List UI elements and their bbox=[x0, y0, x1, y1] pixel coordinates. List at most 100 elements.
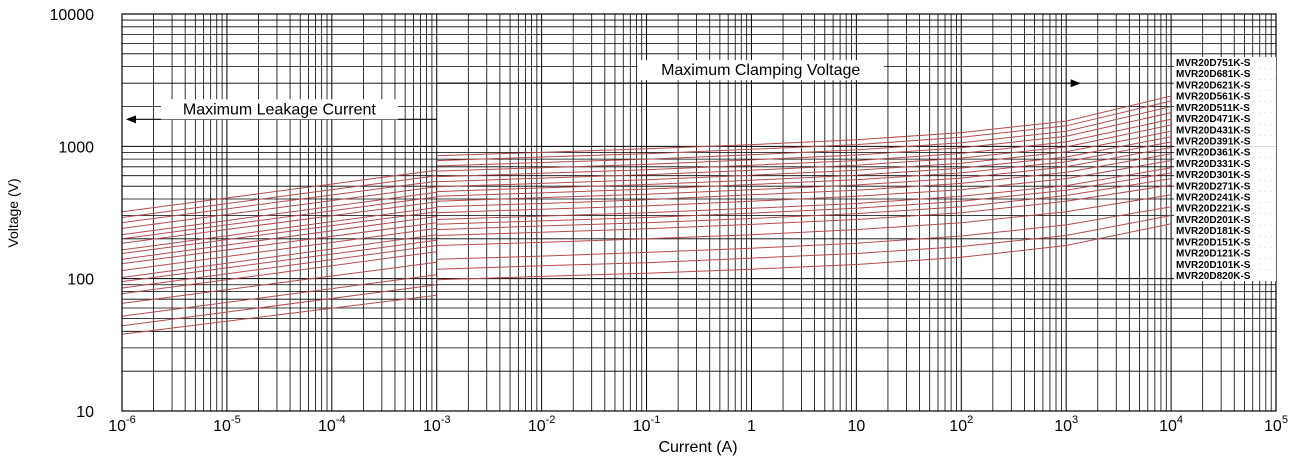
series-label-bg bbox=[1174, 90, 1276, 102]
series-label: MVR20D121K-S bbox=[1176, 249, 1251, 260]
annotation-left: Maximum Leakage Current bbox=[126, 99, 437, 124]
series-label: MVR20D301K-S bbox=[1176, 170, 1251, 181]
series-label: MVR20D391K-S bbox=[1176, 136, 1251, 147]
series-label: MVR20D751K-S bbox=[1176, 58, 1251, 69]
annotation-right: Maximum Clamping Voltage bbox=[436, 60, 1081, 88]
x-tick-label: 10-1 bbox=[633, 414, 661, 435]
series-label: MVR20D181K-S bbox=[1176, 226, 1251, 237]
leakage-curve bbox=[121, 216, 437, 260]
clamping-curve bbox=[436, 184, 1172, 236]
x-axis-title: Current (A) bbox=[658, 439, 737, 456]
arrow-head bbox=[1070, 79, 1081, 88]
clamping-curve bbox=[436, 215, 1172, 270]
series-label: MVR20D681K-S bbox=[1176, 69, 1251, 80]
series-label-bg bbox=[1174, 135, 1276, 147]
leakage-curve bbox=[121, 234, 437, 278]
annotations: Maximum Leakage Current Maximum Clamping … bbox=[126, 60, 1081, 124]
series-label: MVR20D331K-S bbox=[1176, 159, 1251, 170]
series-label-bg bbox=[1174, 236, 1276, 248]
annotation-label: Maximum Clamping Voltage bbox=[661, 62, 860, 79]
y-tick-label: 1000 bbox=[58, 139, 94, 156]
series-label: MVR20D471K-S bbox=[1176, 114, 1251, 125]
leakage-curve bbox=[121, 201, 437, 244]
series-label-bg bbox=[1174, 191, 1276, 203]
leakage-curve bbox=[121, 180, 437, 224]
x-tick-label: 10-3 bbox=[423, 414, 451, 435]
series-label: MVR20D820K-S bbox=[1176, 271, 1251, 282]
x-tick-label: 104 bbox=[1159, 414, 1183, 435]
series-label: MVR20D361K-S bbox=[1176, 148, 1251, 159]
leakage-curve bbox=[121, 294, 437, 335]
clamping-curve bbox=[436, 160, 1172, 214]
series-label: MVR20D431K-S bbox=[1176, 125, 1251, 136]
leakage-curve bbox=[121, 245, 437, 289]
clamping-curve bbox=[436, 194, 1172, 246]
tick-labels: 10-6 10-5 10-4 10-3 10-2 10-1 1 10 102 103 104 105 1… bbox=[50, 7, 1288, 435]
clamping-curve bbox=[436, 124, 1172, 183]
series-label-bg bbox=[1174, 247, 1276, 259]
series-label-bg bbox=[1174, 213, 1276, 225]
leakage-curve bbox=[121, 207, 437, 251]
clamping-curve bbox=[436, 106, 1172, 167]
arrow-head bbox=[126, 115, 136, 124]
y-tick-label: 100 bbox=[67, 272, 94, 289]
x-tick-label: 105 bbox=[1264, 414, 1288, 435]
series-label-bg bbox=[1174, 180, 1276, 192]
leakage-curve bbox=[121, 274, 437, 317]
leakage-curve bbox=[121, 227, 437, 272]
series-label-bg bbox=[1174, 225, 1276, 237]
series-label-bg bbox=[1174, 270, 1276, 281]
leakage-curve bbox=[121, 175, 437, 218]
series-label: MVR20D561K-S bbox=[1176, 92, 1251, 103]
clamping-curve bbox=[436, 147, 1172, 202]
leakage-curve bbox=[121, 251, 437, 295]
series-label: MVR20D151K-S bbox=[1176, 237, 1251, 248]
y-tick-label: 10000 bbox=[50, 7, 95, 24]
leakage-curve bbox=[121, 191, 437, 236]
series-label: MVR20D241K-S bbox=[1176, 193, 1251, 204]
clamping-curve bbox=[436, 130, 1172, 188]
x-tick-label: 10-5 bbox=[213, 414, 241, 435]
leakage-curve bbox=[121, 284, 437, 327]
leakage-curve bbox=[121, 169, 437, 213]
series-label: MVR20D621K-S bbox=[1176, 80, 1251, 91]
x-tick-label: 103 bbox=[1054, 414, 1078, 435]
leakage-curve bbox=[121, 196, 437, 240]
x-tick-label: 10-4 bbox=[318, 414, 346, 435]
series-label-bg bbox=[1174, 79, 1276, 91]
y-tick-label: 10 bbox=[76, 404, 94, 421]
annotation-bg bbox=[637, 60, 884, 81]
series-label-bg bbox=[1174, 169, 1276, 181]
clamping-curve bbox=[436, 100, 1172, 162]
clamping-curve bbox=[436, 112, 1172, 172]
clamping-curve bbox=[436, 136, 1172, 193]
x-tick-label: 102 bbox=[949, 414, 973, 435]
clamping-curve bbox=[436, 206, 1172, 260]
x-tick-label: 10 bbox=[847, 418, 865, 435]
clamping-curve bbox=[436, 153, 1172, 208]
series-curves bbox=[121, 95, 1172, 335]
series-label: MVR20D271K-S bbox=[1176, 181, 1251, 192]
clamping-curve bbox=[436, 172, 1172, 225]
series-label-bg bbox=[1174, 146, 1276, 158]
x-tick-label: 10-2 bbox=[528, 414, 556, 435]
series-label-bg bbox=[1174, 124, 1276, 136]
leakage-curve bbox=[121, 186, 437, 229]
leakage-curve bbox=[121, 211, 437, 254]
series-label-bg bbox=[1174, 101, 1276, 113]
series-label-bg bbox=[1174, 202, 1276, 214]
leakage-curve bbox=[121, 222, 437, 265]
series-label: MVR20D201K-S bbox=[1176, 215, 1251, 226]
x-tick-label: 1 bbox=[747, 418, 756, 435]
clamping-curve bbox=[436, 95, 1172, 157]
series-label-bg bbox=[1174, 68, 1276, 80]
y-axis-title: Voltage (V) bbox=[5, 178, 21, 247]
leakage-curve bbox=[121, 261, 437, 304]
series-label: MVR20D221K-S bbox=[1176, 204, 1251, 215]
annotation-label: Maximum Leakage Current bbox=[183, 101, 377, 118]
clamping-curve bbox=[436, 141, 1172, 197]
clamping-curve bbox=[436, 118, 1172, 178]
leakage-curve bbox=[121, 239, 437, 283]
x-tick-label: 10-6 bbox=[108, 414, 136, 435]
